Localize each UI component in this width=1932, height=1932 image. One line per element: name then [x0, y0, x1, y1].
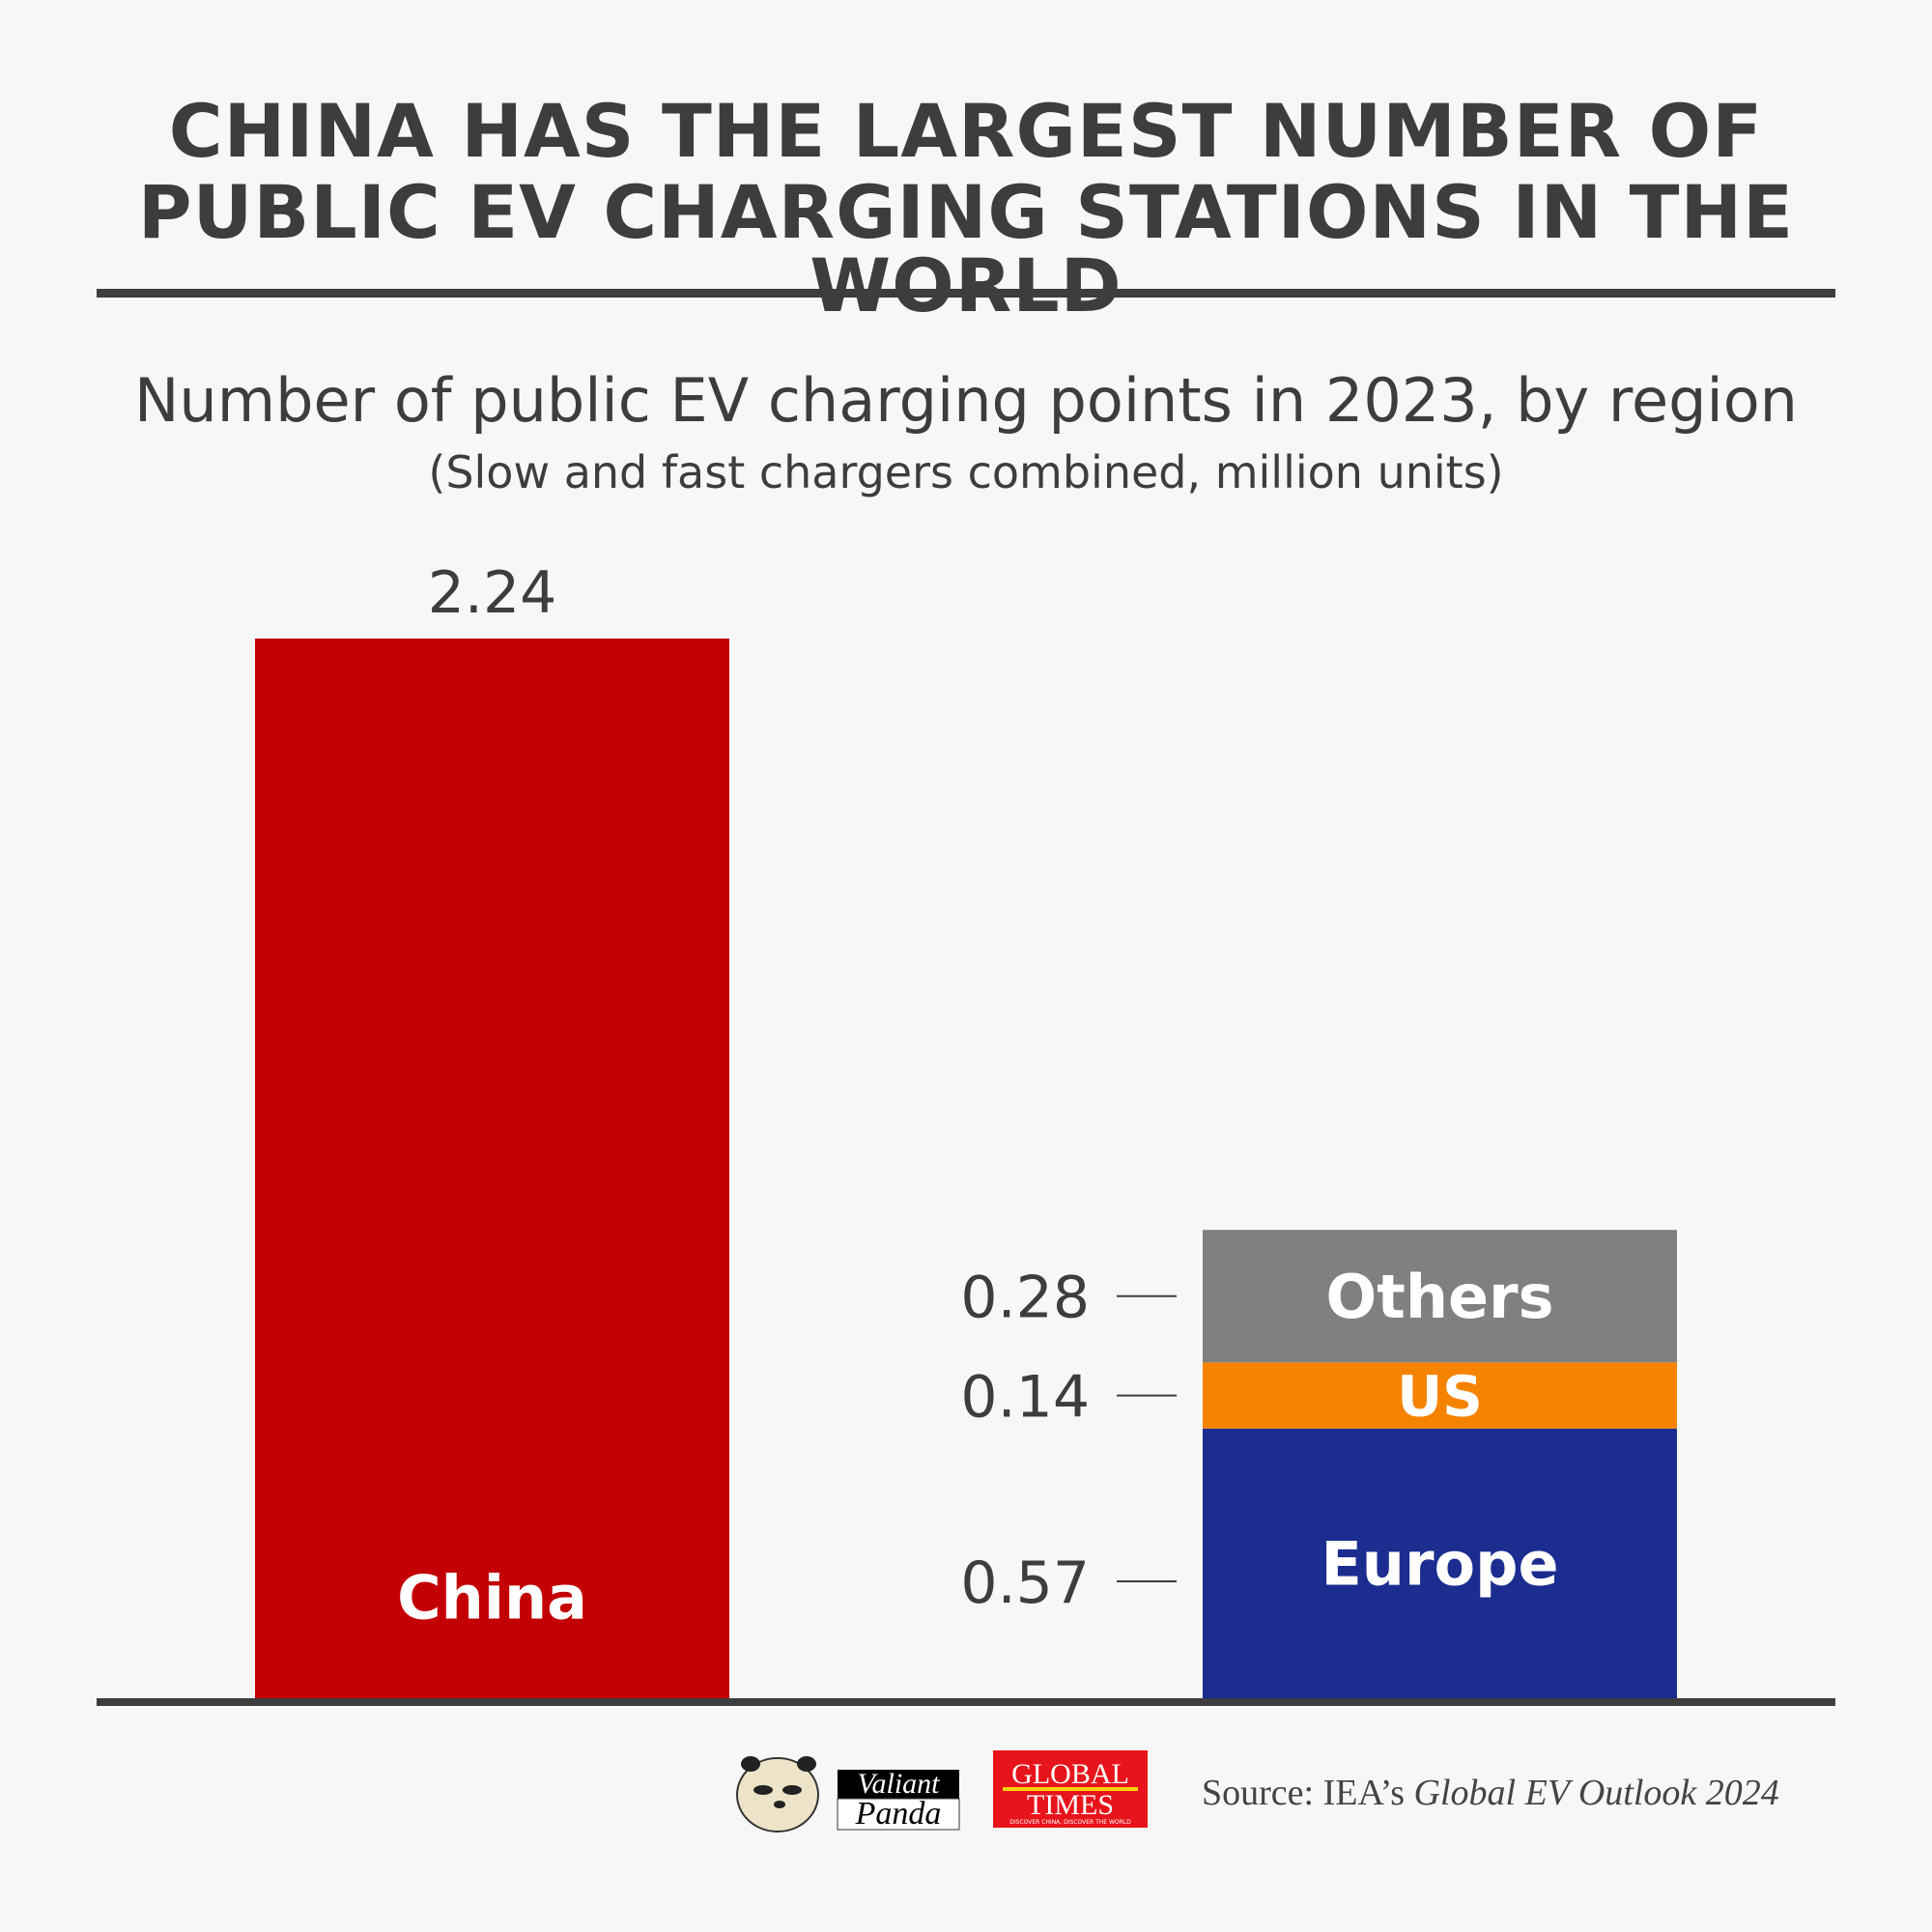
global-times-logo: GLOBAL TIMES DISCOVER CHINA, DISCOVER TH… — [993, 1750, 1148, 1828]
segment-label-others: Others — [1325, 1262, 1553, 1332]
chart-subtitle: Number of public EV charging points in 2… — [134, 365, 1798, 436]
x-axis-baseline — [97, 1698, 1835, 1706]
segment-label-europe: Europe — [1321, 1529, 1558, 1600]
title-divider — [97, 289, 1835, 298]
value-label-us: 0.14 — [960, 1364, 1090, 1432]
source-prefix: Source: IEA’s — [1202, 1773, 1414, 1813]
segment-label-us: US — [1397, 1363, 1483, 1429]
title-line-2: PUBLIC EV CHARGING STATIONS IN THE WORLD — [137, 169, 1795, 328]
svg-text:Valiant: Valiant — [857, 1768, 940, 1800]
source-publication: Global EV Outlook 2024 — [1413, 1773, 1779, 1813]
value-label-china: 2.24 — [428, 559, 557, 627]
bar-us — [1203, 1362, 1677, 1429]
value-label-europe: 0.57 — [960, 1549, 1090, 1617]
bar-others — [1203, 1230, 1677, 1363]
value-label-others: 0.28 — [960, 1264, 1090, 1332]
svg-text:DISCOVER CHINA, DISCOVER THE W: DISCOVER CHINA, DISCOVER THE WORLD — [1009, 1819, 1131, 1826]
bar-europe — [1203, 1428, 1677, 1698]
title-line-1: CHINA HAS THE LARGEST NUMBER OF — [168, 88, 1764, 174]
svg-text:GLOBAL: GLOBAL — [1011, 1758, 1129, 1790]
source-note: Source: IEA’s Global EV Outlook 2024 — [1202, 1772, 1779, 1814]
svg-text:Panda: Panda — [855, 1796, 942, 1832]
bar-china — [255, 639, 729, 1698]
segment-label-china: China — [397, 1562, 587, 1633]
svg-text:TIMES: TIMES — [1027, 1789, 1114, 1821]
chart-unit-note: (Slow and fast chargers combined, millio… — [428, 446, 1504, 498]
valiant-panda-logo: Valiant Panda — [736, 1756, 960, 1833]
